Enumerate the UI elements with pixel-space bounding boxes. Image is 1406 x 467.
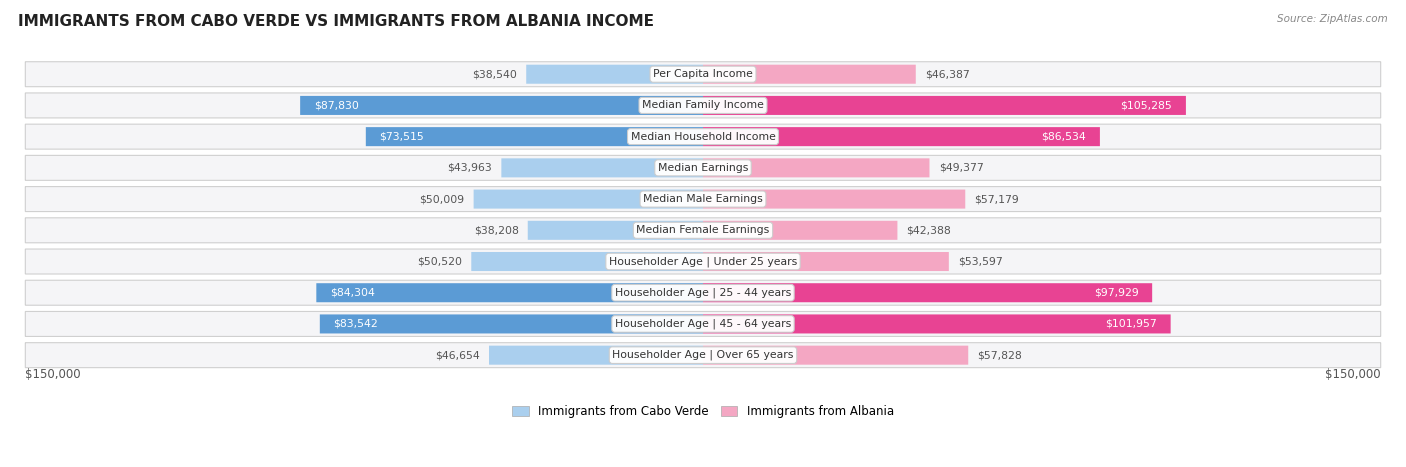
Text: $57,179: $57,179: [974, 194, 1019, 204]
FancyBboxPatch shape: [25, 93, 1381, 118]
Text: Householder Age | Over 65 years: Householder Age | Over 65 years: [612, 350, 794, 361]
FancyBboxPatch shape: [316, 283, 703, 302]
Text: $105,285: $105,285: [1121, 100, 1173, 110]
FancyBboxPatch shape: [25, 343, 1381, 368]
Text: $150,000: $150,000: [1324, 368, 1381, 381]
Text: $101,957: $101,957: [1105, 319, 1157, 329]
Text: IMMIGRANTS FROM CABO VERDE VS IMMIGRANTS FROM ALBANIA INCOME: IMMIGRANTS FROM CABO VERDE VS IMMIGRANTS…: [18, 14, 654, 29]
Text: Median Household Income: Median Household Income: [630, 132, 776, 142]
Text: $86,534: $86,534: [1042, 132, 1087, 142]
Text: Source: ZipAtlas.com: Source: ZipAtlas.com: [1277, 14, 1388, 24]
FancyBboxPatch shape: [703, 346, 969, 365]
FancyBboxPatch shape: [25, 62, 1381, 87]
Text: $150,000: $150,000: [25, 368, 82, 381]
Text: Median Family Income: Median Family Income: [643, 100, 763, 110]
FancyBboxPatch shape: [366, 127, 703, 146]
Text: Median Earnings: Median Earnings: [658, 163, 748, 173]
Text: Median Female Earnings: Median Female Earnings: [637, 225, 769, 235]
Text: $87,830: $87,830: [314, 100, 359, 110]
Text: Householder Age | 25 - 44 years: Householder Age | 25 - 44 years: [614, 288, 792, 298]
FancyBboxPatch shape: [25, 311, 1381, 336]
FancyBboxPatch shape: [527, 221, 703, 240]
Text: $42,388: $42,388: [907, 225, 952, 235]
Text: $38,540: $38,540: [472, 69, 517, 79]
FancyBboxPatch shape: [703, 221, 897, 240]
FancyBboxPatch shape: [703, 96, 1185, 115]
Text: $46,387: $46,387: [925, 69, 970, 79]
FancyBboxPatch shape: [471, 252, 703, 271]
FancyBboxPatch shape: [703, 127, 1099, 146]
FancyBboxPatch shape: [526, 65, 703, 84]
FancyBboxPatch shape: [25, 218, 1381, 243]
FancyBboxPatch shape: [25, 187, 1381, 212]
Text: Median Male Earnings: Median Male Earnings: [643, 194, 763, 204]
Text: Householder Age | 45 - 64 years: Householder Age | 45 - 64 years: [614, 318, 792, 329]
Text: $50,520: $50,520: [418, 256, 463, 267]
FancyBboxPatch shape: [703, 314, 1171, 333]
FancyBboxPatch shape: [703, 283, 1152, 302]
FancyBboxPatch shape: [502, 158, 703, 177]
Text: $38,208: $38,208: [474, 225, 519, 235]
Text: $84,304: $84,304: [330, 288, 375, 298]
FancyBboxPatch shape: [299, 96, 703, 115]
FancyBboxPatch shape: [703, 158, 929, 177]
FancyBboxPatch shape: [703, 252, 949, 271]
Text: $53,597: $53,597: [957, 256, 1002, 267]
FancyBboxPatch shape: [25, 249, 1381, 274]
FancyBboxPatch shape: [25, 124, 1381, 149]
Text: $73,515: $73,515: [380, 132, 425, 142]
Text: $57,828: $57,828: [977, 350, 1022, 360]
Text: $50,009: $50,009: [419, 194, 464, 204]
FancyBboxPatch shape: [25, 280, 1381, 305]
Legend: Immigrants from Cabo Verde, Immigrants from Albania: Immigrants from Cabo Verde, Immigrants f…: [508, 401, 898, 423]
FancyBboxPatch shape: [474, 190, 703, 209]
Text: $46,654: $46,654: [434, 350, 479, 360]
Text: $83,542: $83,542: [333, 319, 378, 329]
FancyBboxPatch shape: [489, 346, 703, 365]
FancyBboxPatch shape: [703, 65, 915, 84]
FancyBboxPatch shape: [319, 314, 703, 333]
Text: Per Capita Income: Per Capita Income: [652, 69, 754, 79]
Text: $43,963: $43,963: [447, 163, 492, 173]
FancyBboxPatch shape: [703, 190, 966, 209]
FancyBboxPatch shape: [25, 156, 1381, 180]
Text: $97,929: $97,929: [1094, 288, 1139, 298]
Text: $49,377: $49,377: [939, 163, 983, 173]
Text: Householder Age | Under 25 years: Householder Age | Under 25 years: [609, 256, 797, 267]
